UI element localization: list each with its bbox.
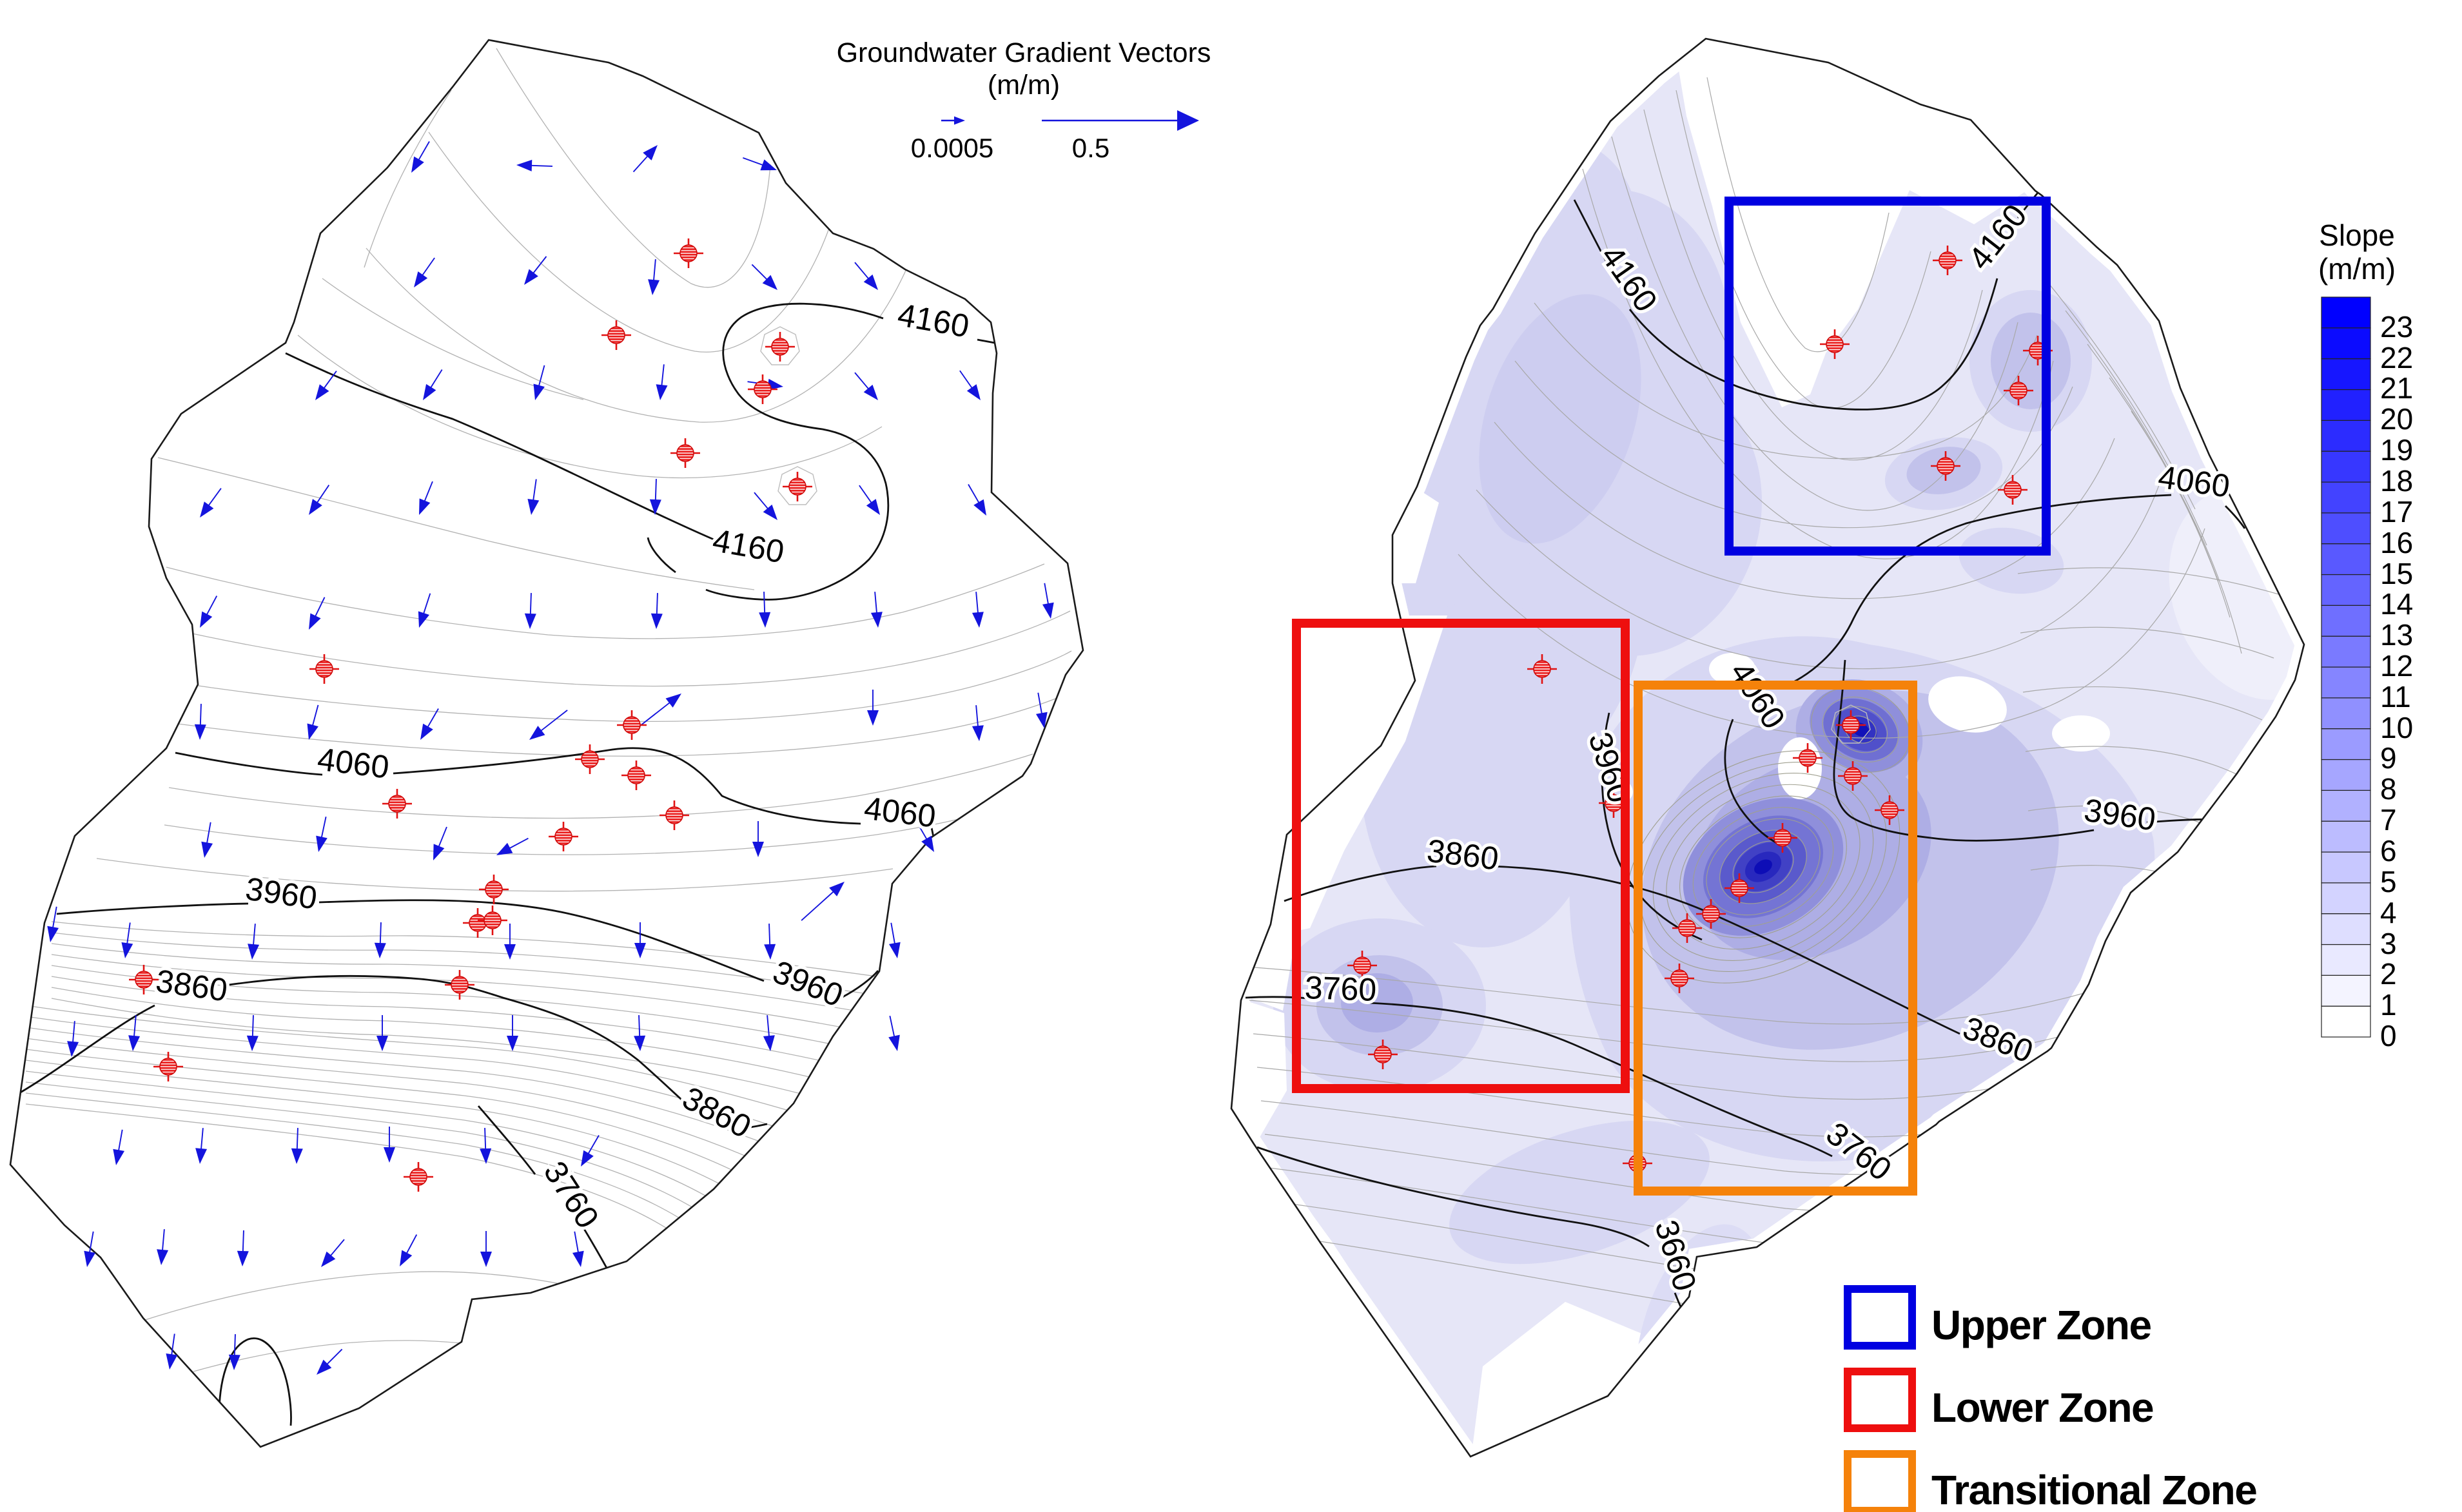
svg-text:11: 11	[2380, 680, 2411, 713]
svg-text:0.0005: 0.0005	[911, 133, 993, 163]
svg-text:(m/m): (m/m)	[2318, 252, 2396, 286]
svg-text:(m/m): (m/m)	[988, 70, 1060, 101]
svg-text:18: 18	[2380, 464, 2413, 498]
svg-text:23: 23	[2380, 310, 2413, 344]
svg-text:Groundwater Gradient Vectors: Groundwater Gradient Vectors	[837, 37, 1211, 68]
svg-text:19: 19	[2380, 433, 2413, 467]
svg-text:22: 22	[2380, 341, 2413, 374]
svg-text:Upper Zone: Upper Zone	[1931, 1302, 2151, 1348]
svg-text:1: 1	[2380, 988, 2397, 1022]
svg-text:17: 17	[2380, 495, 2413, 528]
svg-text:9: 9	[2380, 741, 2397, 775]
svg-text:8: 8	[2380, 772, 2397, 806]
svg-text:13: 13	[2380, 618, 2413, 652]
svg-text:7: 7	[2380, 803, 2397, 837]
svg-text:16: 16	[2380, 526, 2413, 559]
svg-text:3960: 3960	[2082, 792, 2158, 838]
svg-text:4: 4	[2380, 896, 2397, 929]
svg-text:14: 14	[2380, 587, 2413, 621]
svg-text:Slope: Slope	[2319, 218, 2395, 252]
svg-text:0: 0	[2380, 1019, 2397, 1052]
svg-text:3: 3	[2380, 927, 2397, 960]
svg-text:10: 10	[2380, 711, 2413, 744]
svg-text:0.5: 0.5	[1072, 133, 1109, 163]
svg-text:20: 20	[2380, 402, 2413, 436]
svg-text:12: 12	[2380, 649, 2413, 683]
svg-text:Transitional Zone: Transitional Zone	[1931, 1467, 2256, 1512]
svg-text:15: 15	[2380, 557, 2413, 590]
svg-text:5: 5	[2380, 865, 2397, 898]
svg-text:Lower Zone: Lower Zone	[1931, 1384, 2153, 1431]
svg-text:21: 21	[2380, 371, 2413, 405]
svg-text:2: 2	[2380, 957, 2397, 991]
svg-text:6: 6	[2380, 834, 2397, 867]
svg-text:3760: 3760	[1304, 969, 1377, 1008]
